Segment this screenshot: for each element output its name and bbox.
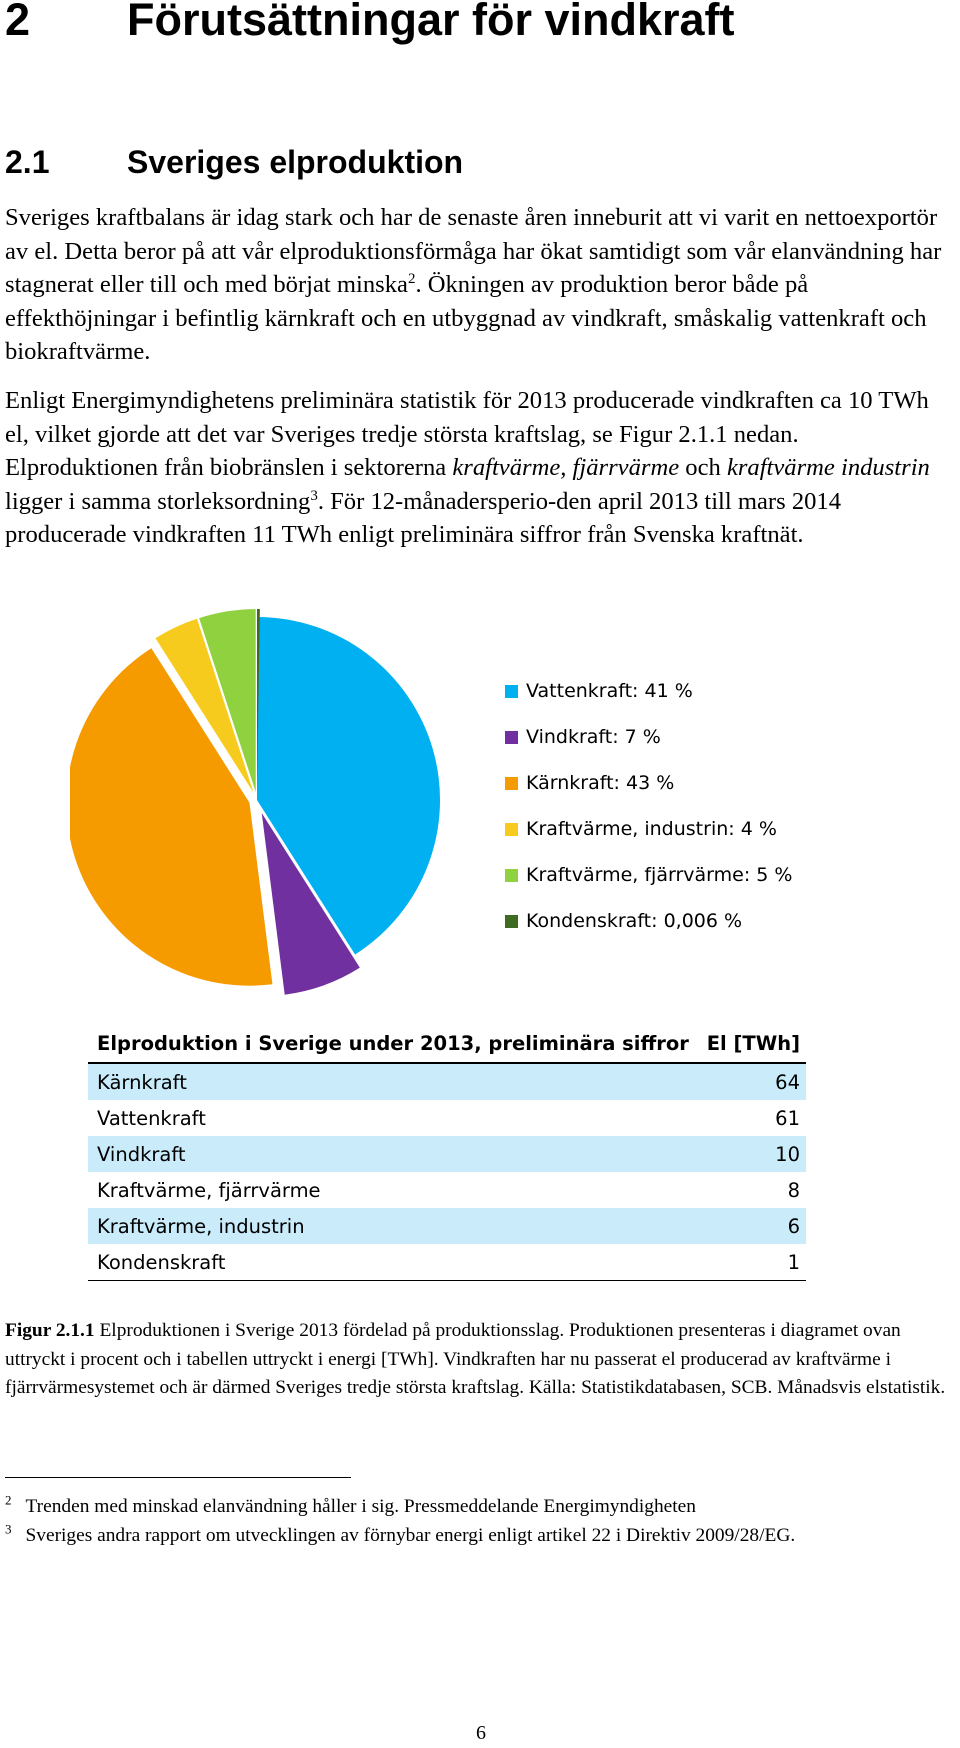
footnote-2-text: Trenden med minskad elanvändning håller … <box>25 1496 696 1517</box>
footnote-divider <box>5 1477 351 1478</box>
legend-swatch <box>505 684 518 698</box>
paragraph-2-part2: och <box>679 454 727 481</box>
section-number: 2.1 <box>5 144 50 180</box>
footnote-3-text: Sveriges andra rapport om utvecklingen a… <box>25 1525 796 1546</box>
production-table: Elproduktion i Sverige under 2013, preli… <box>88 1024 806 1281</box>
table-cell-value: 64 <box>697 1063 806 1100</box>
table-row: Vindkraft 10 <box>88 1136 806 1172</box>
chapter-title: Förutsättningar för vindkraft <box>127 0 735 45</box>
paragraph-1-text-after: . Ökningen av produktion beror både på e… <box>5 271 927 365</box>
table-cell-label: Kraftvärme, fjärrvärme <box>97 1178 321 1202</box>
paragraph-2-part3: ligger i samma storleksordning <box>5 487 311 515</box>
legend-swatch <box>505 822 518 836</box>
figure-caption-label: Figur 2.1.1 <box>5 1320 95 1341</box>
paragraph-2-part4: . För 12-månadersperio-den april 2013 ti… <box>5 487 842 549</box>
paragraph-2-italic2: kraftvärme industrin <box>726 454 930 481</box>
legend-item: Kraftvärme, fjärrvärme: 5 % <box>505 852 792 898</box>
table-header-row: Elproduktion i Sverige under 2013, preli… <box>88 1024 806 1064</box>
legend-label: Kraftvärme, fjärrvärme: 5 % <box>526 864 793 886</box>
pie-slice <box>256 609 260 793</box>
footnote-3: 3 Sveriges andra rapport om utvecklingen … <box>5 1522 955 1551</box>
table-cell-label: Kraftvärme, industrin <box>88 1208 698 1244</box>
figure-caption-text: Elproduktionen i Sverige 2013 fördelad p… <box>5 1320 946 1398</box>
table-cell-label: Vattenkraft <box>97 1106 206 1130</box>
legend-label: Kraftvärme, industrin: 4 % <box>526 818 777 840</box>
footnote-ref-3[interactable]: 3 <box>310 487 318 504</box>
paragraph-2-italic1: kraftvärme, fjärrvärme <box>452 454 680 481</box>
paragraph-1-text: Sveriges kraftbalans är idag stark och h… <box>5 204 942 298</box>
table-cell-value: 10 <box>697 1136 806 1172</box>
pie-legend: Vattenkraft: 41 % Vindkraft: 7 % Kärnkraft… <box>505 668 792 944</box>
footnote-2: 2 Trenden med minskad elanvändning håller… <box>5 1493 955 1522</box>
pie-slice <box>155 618 254 793</box>
legend-swatch <box>505 868 518 882</box>
table-row: Kraftvärme, fjärrvärme 8 <box>88 1172 806 1208</box>
table-cell-label: Kondenskraft <box>88 1244 698 1281</box>
legend-label: Kondenskraft: 0,006 % <box>526 910 743 932</box>
table-row: Kraftvärme, industrin 6 <box>88 1208 806 1244</box>
table-row: Kärnkraft 64 <box>88 1063 806 1100</box>
chapter-heading: 2 Förutsättningar för vindkraft <box>5 0 735 48</box>
legend-label: Vindkraft: 7 % <box>526 726 661 748</box>
pie-slice <box>70 648 273 986</box>
pie-slice <box>199 609 256 793</box>
legend-item: Kondenskraft: 0,006 % <box>505 898 792 944</box>
legend-item: Kraftvärme, industrin: 4 % <box>505 806 792 852</box>
legend-item: Kärnkraft: 43 % <box>505 760 792 806</box>
table-cell-value: 8 <box>787 1178 800 1202</box>
legend-item: Vindkraft: 7 % <box>505 714 792 760</box>
table-cell-label: Vindkraft <box>88 1136 698 1172</box>
table-header-unit: El [TWh] <box>697 1024 806 1064</box>
section-heading: 2.1 Sveriges elproduktion <box>5 142 463 182</box>
paragraph-1: Sveriges kraftbalans är idag stark och h… <box>5 201 955 369</box>
table-cell-value: 61 <box>775 1106 800 1130</box>
legend-item: Vattenkraft: 41 % <box>505 668 792 714</box>
table-cell-label: Kärnkraft <box>88 1063 698 1100</box>
pie-slice <box>257 617 440 955</box>
footnote-3-mark: 3 <box>5 1521 12 1537</box>
footnote-2-mark: 2 <box>5 1492 12 1508</box>
legend-label: Vattenkraft: 41 % <box>526 680 693 702</box>
table-cell-value: 6 <box>697 1208 806 1244</box>
table-header-label: Elproduktion i Sverige under 2013, preli… <box>88 1024 698 1064</box>
legend-label: Kärnkraft: 43 % <box>526 772 675 794</box>
table-row: Vattenkraft 61 <box>88 1100 806 1136</box>
figure-caption: Figur 2.1.1 Elproduktionen i Sverige 201… <box>5 1317 957 1403</box>
pie-slice <box>261 813 360 995</box>
legend-swatch <box>505 914 518 928</box>
paragraph-2: Enligt Energimyndighetens preliminära st… <box>5 384 955 552</box>
table-cell-value: 1 <box>697 1244 806 1281</box>
page-number: 6 <box>476 1722 486 1744</box>
section-title: Sveriges elproduktion <box>127 144 464 180</box>
pie-chart <box>70 609 440 995</box>
paragraph-2-part1: Enligt Energimyndighetens preliminära st… <box>5 387 929 481</box>
footnote-ref-2[interactable]: 2 <box>407 270 416 287</box>
table-row: Kondenskraft 1 <box>88 1244 806 1281</box>
legend-swatch <box>505 776 518 790</box>
chapter-number: 2 <box>5 0 31 45</box>
legend-swatch <box>505 730 518 744</box>
